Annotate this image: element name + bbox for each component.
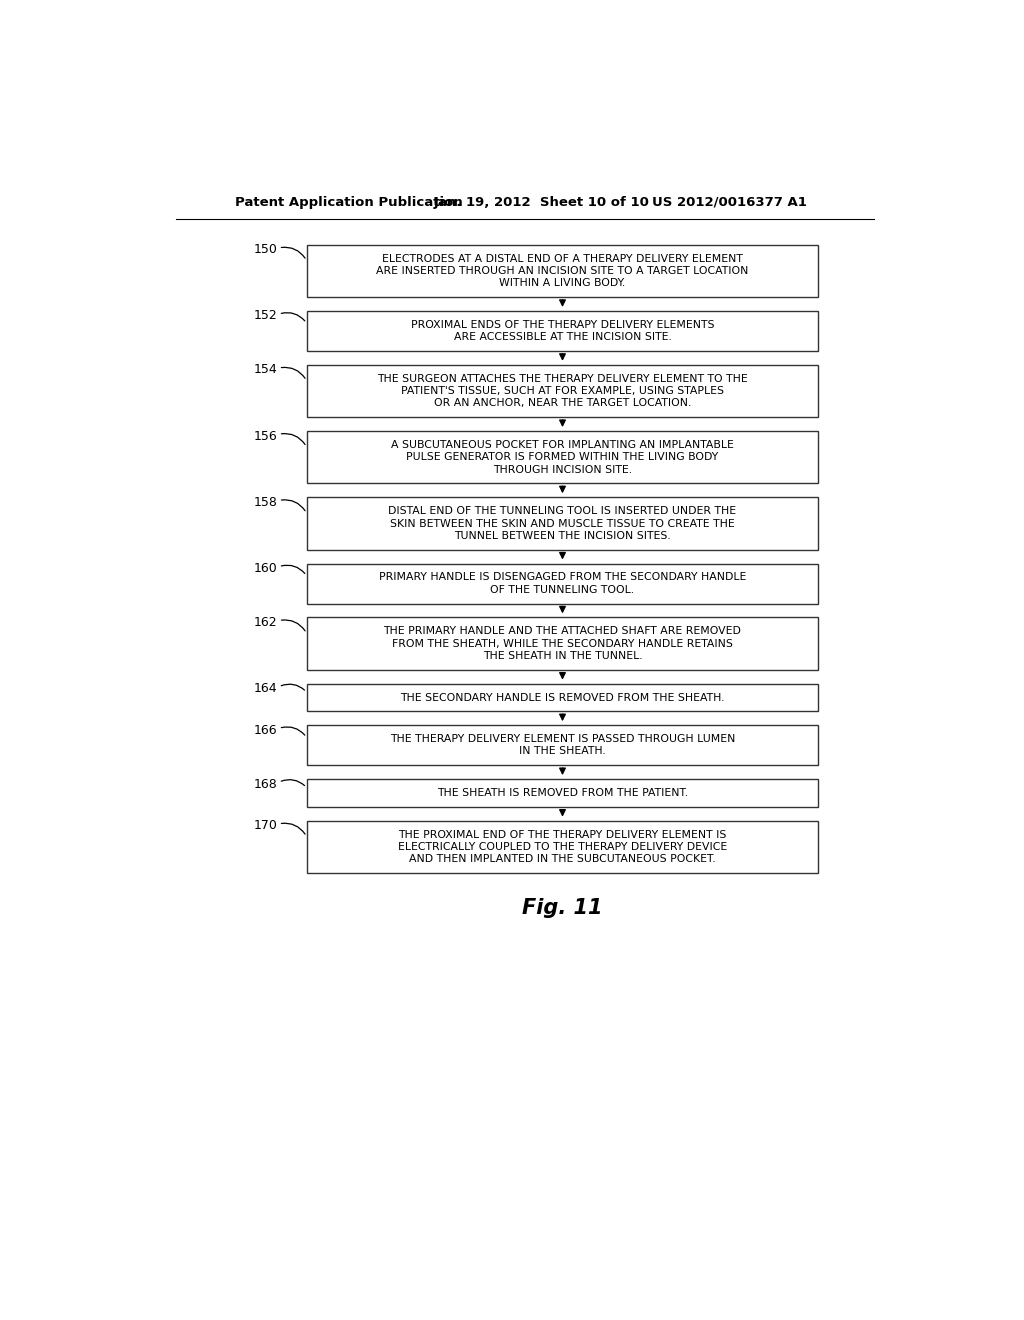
Text: THE SECONDARY HANDLE IS REMOVED FROM THE SHEATH.: THE SECONDARY HANDLE IS REMOVED FROM THE… (400, 693, 725, 702)
Text: A SUBCUTANEOUS POCKET FOR IMPLANTING AN IMPLANTABLE: A SUBCUTANEOUS POCKET FOR IMPLANTING AN … (391, 440, 734, 450)
FancyBboxPatch shape (306, 779, 818, 807)
Text: PRIMARY HANDLE IS DISENGAGED FROM THE SECONDARY HANDLE: PRIMARY HANDLE IS DISENGAGED FROM THE SE… (379, 573, 746, 582)
Text: 164: 164 (254, 682, 278, 696)
FancyBboxPatch shape (306, 564, 818, 603)
Text: 152: 152 (253, 309, 278, 322)
Text: THE PROXIMAL END OF THE THERAPY DELIVERY ELEMENT IS: THE PROXIMAL END OF THE THERAPY DELIVERY… (398, 829, 727, 840)
Text: ELECTRODES AT A DISTAL END OF A THERAPY DELIVERY ELEMENT: ELECTRODES AT A DISTAL END OF A THERAPY … (382, 253, 743, 264)
Text: 168: 168 (253, 777, 278, 791)
Text: ARE ACCESSIBLE AT THE INCISION SITE.: ARE ACCESSIBLE AT THE INCISION SITE. (454, 333, 672, 342)
Text: US 2012/0016377 A1: US 2012/0016377 A1 (652, 195, 807, 209)
Text: PULSE GENERATOR IS FORMED WITHIN THE LIVING BODY: PULSE GENERATOR IS FORMED WITHIN THE LIV… (407, 453, 719, 462)
Text: OF THE TUNNELING TOOL.: OF THE TUNNELING TOOL. (490, 585, 635, 595)
FancyBboxPatch shape (306, 618, 818, 669)
FancyBboxPatch shape (306, 312, 818, 351)
Text: 160: 160 (253, 562, 278, 576)
FancyBboxPatch shape (306, 498, 818, 549)
Text: Patent Application Publication: Patent Application Publication (236, 195, 463, 209)
Text: THE THERAPY DELIVERY ELEMENT IS PASSED THROUGH LUMEN: THE THERAPY DELIVERY ELEMENT IS PASSED T… (390, 734, 735, 744)
Text: 158: 158 (253, 496, 278, 508)
Text: SKIN BETWEEN THE SKIN AND MUSCLE TISSUE TO CREATE THE: SKIN BETWEEN THE SKIN AND MUSCLE TISSUE … (390, 519, 735, 528)
Text: 166: 166 (254, 723, 278, 737)
Text: THROUGH INCISION SITE.: THROUGH INCISION SITE. (493, 465, 632, 475)
Text: THE SURGEON ATTACHES THE THERAPY DELIVERY ELEMENT TO THE: THE SURGEON ATTACHES THE THERAPY DELIVER… (377, 374, 748, 384)
Text: Fig. 11: Fig. 11 (522, 898, 603, 917)
FancyBboxPatch shape (306, 725, 818, 766)
Text: Jan. 19, 2012  Sheet 10 of 10: Jan. 19, 2012 Sheet 10 of 10 (433, 195, 649, 209)
Text: THE PRIMARY HANDLE AND THE ATTACHED SHAFT ARE REMOVED: THE PRIMARY HANDLE AND THE ATTACHED SHAF… (384, 626, 741, 636)
Text: FROM THE SHEATH, WHILE THE SECONDARY HANDLE RETAINS: FROM THE SHEATH, WHILE THE SECONDARY HAN… (392, 639, 733, 648)
Text: 162: 162 (254, 616, 278, 628)
FancyBboxPatch shape (306, 244, 818, 297)
Text: AND THEN IMPLANTED IN THE SUBCUTANEOUS POCKET.: AND THEN IMPLANTED IN THE SUBCUTANEOUS P… (410, 854, 716, 865)
FancyBboxPatch shape (306, 821, 818, 873)
Text: 154: 154 (253, 363, 278, 376)
Text: 170: 170 (253, 820, 278, 832)
Text: 156: 156 (253, 429, 278, 442)
Text: 150: 150 (253, 243, 278, 256)
Text: THE SHEATH IN THE TUNNEL.: THE SHEATH IN THE TUNNEL. (482, 651, 642, 661)
Text: WITHIN A LIVING BODY.: WITHIN A LIVING BODY. (500, 279, 626, 288)
Text: DISTAL END OF THE TUNNELING TOOL IS INSERTED UNDER THE: DISTAL END OF THE TUNNELING TOOL IS INSE… (388, 506, 736, 516)
Text: IN THE SHEATH.: IN THE SHEATH. (519, 746, 606, 756)
Text: PROXIMAL ENDS OF THE THERAPY DELIVERY ELEMENTS: PROXIMAL ENDS OF THE THERAPY DELIVERY EL… (411, 319, 715, 330)
FancyBboxPatch shape (306, 684, 818, 711)
Text: THE SHEATH IS REMOVED FROM THE PATIENT.: THE SHEATH IS REMOVED FROM THE PATIENT. (437, 788, 688, 799)
Text: PATIENT'S TISSUE, SUCH AT FOR EXAMPLE, USING STAPLES: PATIENT'S TISSUE, SUCH AT FOR EXAMPLE, U… (401, 385, 724, 396)
Text: ARE INSERTED THROUGH AN INCISION SITE TO A TARGET LOCATION: ARE INSERTED THROUGH AN INCISION SITE TO… (376, 265, 749, 276)
Text: TUNNEL BETWEEN THE INCISION SITES.: TUNNEL BETWEEN THE INCISION SITES. (454, 531, 671, 541)
FancyBboxPatch shape (306, 364, 818, 417)
Text: OR AN ANCHOR, NEAR THE TARGET LOCATION.: OR AN ANCHOR, NEAR THE TARGET LOCATION. (434, 399, 691, 408)
Text: ELECTRICALLY COUPLED TO THE THERAPY DELIVERY DEVICE: ELECTRICALLY COUPLED TO THE THERAPY DELI… (398, 842, 727, 851)
FancyBboxPatch shape (306, 432, 818, 483)
